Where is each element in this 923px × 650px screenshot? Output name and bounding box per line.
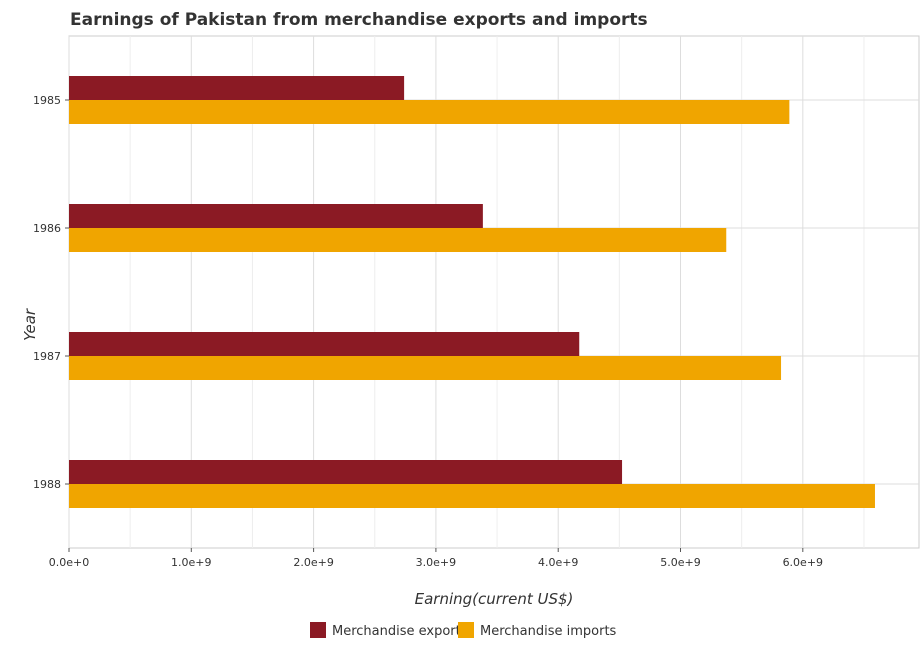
x-axis-ticks: 0.0e+0 1.0e+9 2.0e+9 3.0e+9 4.0e+9 5.0e+9 6.0e… bbox=[49, 548, 823, 569]
x-tick-label: 4.0e+9 bbox=[538, 556, 578, 569]
y-tick-label: 1988 bbox=[33, 478, 61, 491]
bars bbox=[69, 76, 875, 508]
bar-merchandise-exports-1986 bbox=[69, 204, 483, 228]
y-axis-ticks: 1985 1986 1987 1988 bbox=[33, 94, 69, 491]
y-tick-label: 1986 bbox=[33, 222, 61, 235]
y-tick-label: 1985 bbox=[33, 94, 61, 107]
legend-swatch bbox=[458, 622, 474, 638]
x-tick-label: 3.0e+9 bbox=[416, 556, 456, 569]
legend-label: Merchandise imports bbox=[480, 624, 617, 639]
chart-title: Earnings of Pakistan from merchandise ex… bbox=[70, 10, 648, 30]
bar-merchandise-exports-1988 bbox=[69, 460, 623, 484]
legend-label: Merchandise exports bbox=[332, 624, 468, 639]
legend: Merchandise exports Merchandise imports bbox=[310, 622, 617, 639]
bar-merchandise-exports-1985 bbox=[69, 76, 405, 100]
bar-merchandise-exports-1987 bbox=[69, 332, 580, 356]
x-tick-label: 6.0e+9 bbox=[783, 556, 823, 569]
bar-merchandise-imports-1988 bbox=[69, 484, 875, 508]
y-axis-label: Year bbox=[21, 308, 39, 341]
x-tick-label: 1.0e+9 bbox=[171, 556, 211, 569]
y-tick-label: 1987 bbox=[33, 350, 61, 363]
x-axis-label: Earning(current US$) bbox=[415, 590, 574, 608]
bar-merchandise-imports-1986 bbox=[69, 228, 727, 252]
x-tick-label: 2.0e+9 bbox=[293, 556, 333, 569]
bar-merchandise-imports-1985 bbox=[69, 100, 790, 124]
legend-swatch bbox=[310, 622, 326, 638]
x-tick-label: 0.0e+0 bbox=[49, 556, 89, 569]
x-tick-label: 5.0e+9 bbox=[660, 556, 700, 569]
bar-merchandise-imports-1987 bbox=[69, 356, 782, 380]
